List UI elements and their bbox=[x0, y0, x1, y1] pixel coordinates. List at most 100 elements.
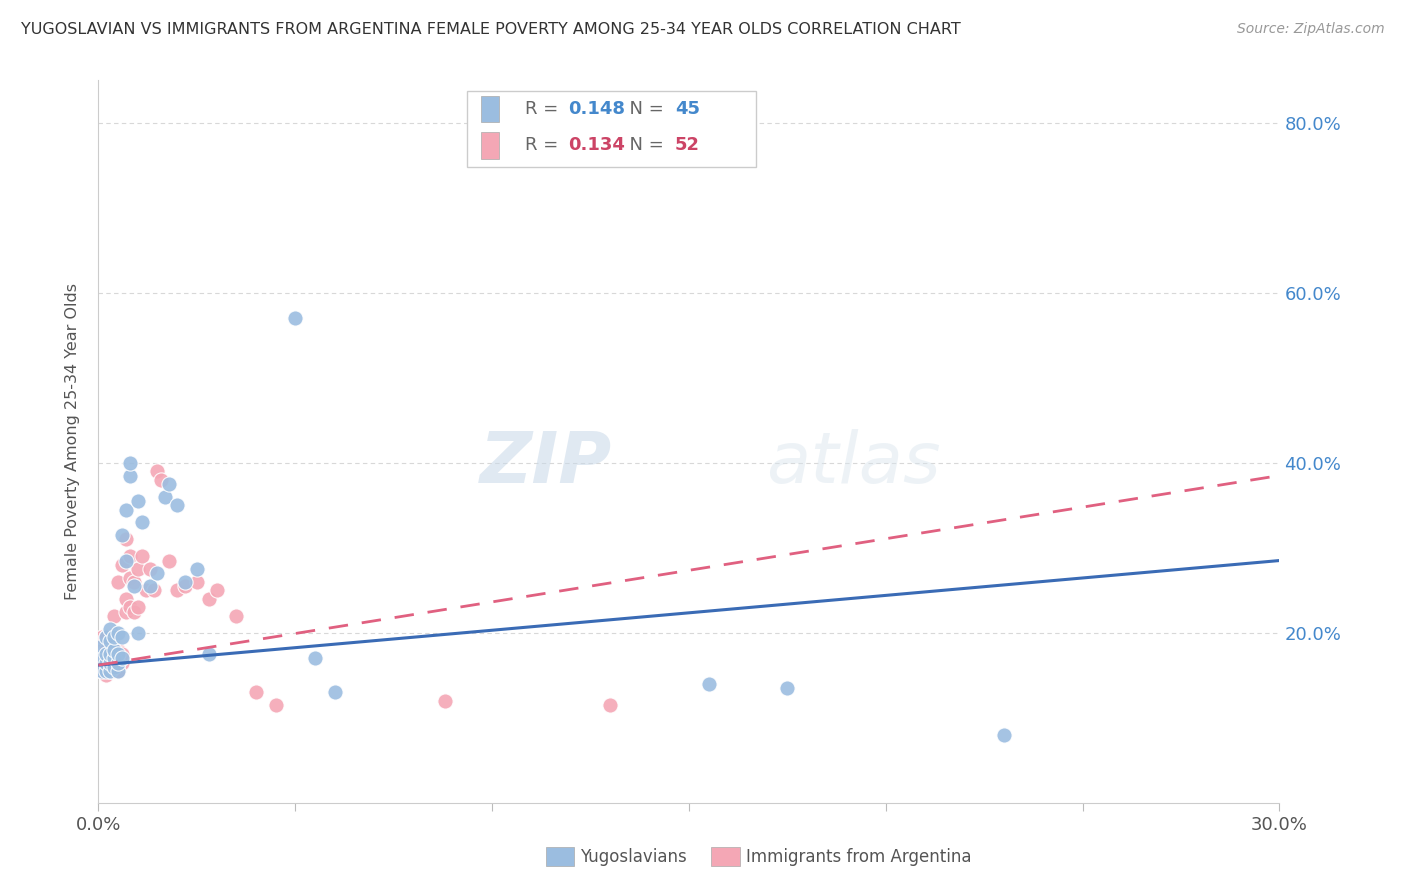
Point bbox=[107, 664, 129, 678]
Point bbox=[107, 574, 129, 589]
Point bbox=[98, 622, 121, 636]
Text: YUGOSLAVIAN VS IMMIGRANTS FROM ARGENTINA FEMALE POVERTY AMONG 25-34 YEAR OLDS CO: YUGOSLAVIAN VS IMMIGRANTS FROM ARGENTINA… bbox=[21, 22, 960, 37]
Text: 45: 45 bbox=[675, 100, 700, 118]
Point bbox=[122, 579, 145, 593]
FancyBboxPatch shape bbox=[711, 847, 740, 866]
Point bbox=[103, 664, 125, 678]
Point bbox=[993, 728, 1015, 742]
Point bbox=[98, 647, 121, 661]
Point bbox=[98, 647, 121, 661]
Point bbox=[142, 583, 165, 598]
Point bbox=[107, 647, 129, 661]
Point bbox=[98, 656, 121, 670]
Point bbox=[98, 664, 121, 678]
Point bbox=[103, 656, 125, 670]
Point bbox=[197, 647, 219, 661]
Point bbox=[111, 651, 134, 665]
FancyBboxPatch shape bbox=[481, 96, 499, 122]
Point bbox=[107, 664, 129, 678]
Point bbox=[157, 553, 180, 567]
Point bbox=[150, 473, 173, 487]
Point bbox=[111, 630, 134, 644]
Point bbox=[98, 664, 121, 678]
Point bbox=[118, 600, 141, 615]
Point bbox=[111, 656, 134, 670]
Point bbox=[103, 642, 125, 657]
Point bbox=[111, 558, 134, 572]
Point bbox=[107, 625, 129, 640]
Point bbox=[96, 647, 118, 661]
Point bbox=[127, 600, 149, 615]
Point bbox=[96, 630, 118, 644]
Point bbox=[118, 570, 141, 584]
Point bbox=[186, 562, 208, 576]
Point bbox=[118, 549, 141, 564]
Point bbox=[91, 656, 114, 670]
Text: atlas: atlas bbox=[766, 429, 941, 498]
Point bbox=[107, 642, 129, 657]
Point bbox=[138, 579, 160, 593]
FancyBboxPatch shape bbox=[546, 847, 575, 866]
Point bbox=[91, 664, 114, 678]
Point bbox=[96, 651, 118, 665]
Point bbox=[186, 574, 208, 589]
Point bbox=[118, 456, 141, 470]
Point bbox=[138, 562, 160, 576]
Point bbox=[304, 651, 326, 665]
Point bbox=[91, 639, 114, 653]
Text: R =: R = bbox=[524, 100, 564, 118]
Point bbox=[103, 651, 125, 665]
Point bbox=[127, 494, 149, 508]
Text: 52: 52 bbox=[675, 136, 700, 154]
Point bbox=[776, 681, 799, 695]
Point bbox=[96, 664, 118, 678]
Point bbox=[264, 698, 287, 712]
Point bbox=[107, 656, 129, 670]
Text: 0.148: 0.148 bbox=[568, 100, 626, 118]
Point bbox=[98, 634, 121, 648]
Point bbox=[122, 574, 145, 589]
Point bbox=[96, 630, 118, 644]
Point bbox=[111, 528, 134, 542]
Point bbox=[174, 579, 197, 593]
Point bbox=[91, 664, 114, 678]
Text: N =: N = bbox=[619, 136, 669, 154]
Point bbox=[115, 605, 138, 619]
Point bbox=[433, 694, 456, 708]
Point bbox=[146, 464, 169, 478]
Point bbox=[115, 533, 138, 547]
FancyBboxPatch shape bbox=[467, 91, 756, 167]
Point bbox=[599, 698, 621, 712]
Point bbox=[157, 477, 180, 491]
Point bbox=[103, 608, 125, 623]
Point bbox=[127, 562, 149, 576]
Text: N =: N = bbox=[619, 100, 669, 118]
Point bbox=[205, 583, 228, 598]
Point bbox=[122, 605, 145, 619]
Text: 0.134: 0.134 bbox=[568, 136, 626, 154]
Point bbox=[131, 549, 153, 564]
Point bbox=[174, 574, 197, 589]
Point bbox=[225, 608, 247, 623]
Point bbox=[96, 660, 118, 674]
Point bbox=[127, 625, 149, 640]
Point bbox=[107, 656, 129, 670]
Point bbox=[166, 498, 188, 512]
Text: R =: R = bbox=[524, 136, 564, 154]
Point bbox=[96, 668, 118, 682]
Point bbox=[91, 651, 114, 665]
Point bbox=[91, 630, 114, 644]
Point bbox=[103, 660, 125, 674]
Point bbox=[245, 685, 267, 699]
Point bbox=[96, 642, 118, 657]
Text: Immigrants from Argentina: Immigrants from Argentina bbox=[745, 848, 972, 866]
Point bbox=[96, 656, 118, 670]
Point bbox=[118, 468, 141, 483]
Point bbox=[103, 639, 125, 653]
Point bbox=[697, 677, 720, 691]
Point bbox=[98, 656, 121, 670]
Text: Yugoslavians: Yugoslavians bbox=[581, 848, 688, 866]
Point bbox=[91, 647, 114, 661]
Point bbox=[284, 311, 307, 326]
Point bbox=[131, 516, 153, 530]
